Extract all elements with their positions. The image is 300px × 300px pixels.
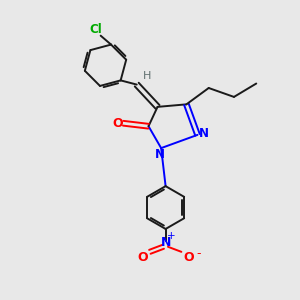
Text: O: O bbox=[183, 251, 194, 264]
Text: Cl: Cl bbox=[90, 23, 103, 36]
Text: N: N bbox=[155, 148, 165, 161]
Text: N: N bbox=[199, 127, 209, 140]
Text: O: O bbox=[112, 117, 123, 130]
Text: +: + bbox=[167, 231, 176, 241]
Text: H: H bbox=[143, 71, 151, 81]
Text: N: N bbox=[160, 236, 171, 249]
Text: O: O bbox=[137, 251, 148, 264]
Text: -: - bbox=[196, 247, 200, 260]
